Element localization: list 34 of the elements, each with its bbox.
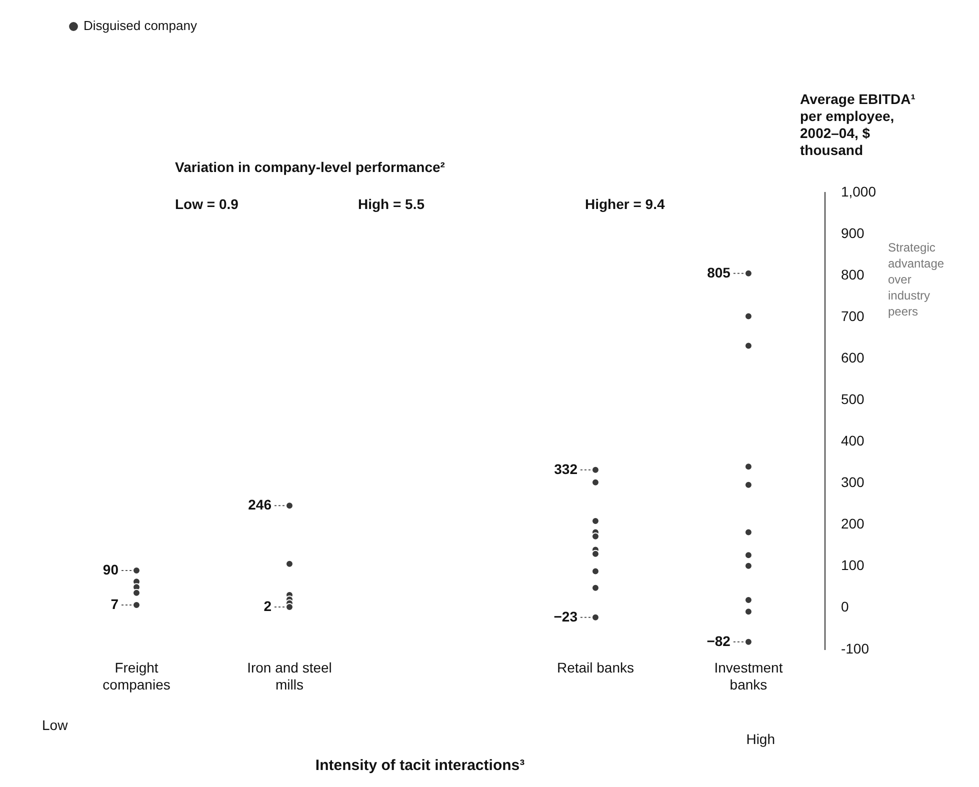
text: Variation in company-level performance²: [175, 158, 446, 175]
data-label: 246: [248, 496, 272, 513]
y-tick-label: 500: [840, 390, 865, 407]
y-axis-title: Average EBITDA¹ per employee, 2002–04, $ thousand: [800, 90, 916, 158]
text: Strategic advantage over industry peers: [888, 240, 944, 318]
y-tick-label: 600: [840, 349, 865, 366]
data-label: 332: [554, 460, 578, 477]
data-label: 2: [264, 598, 272, 614]
x-tick-label: Retail banks: [556, 660, 634, 676]
x-tick-label: Iron and steel mills: [247, 660, 332, 692]
y-tick-label: 200: [840, 516, 865, 532]
y-tick-label: 300: [840, 474, 865, 490]
annotation: High = 5.5: [358, 196, 425, 212]
y-tick-label: 1,000: [840, 183, 876, 200]
text: Low: [42, 716, 69, 733]
y-tick-label: 400: [840, 432, 865, 449]
data-label: −82: [706, 632, 731, 649]
x-tick-label: Investment banks: [714, 660, 783, 692]
data-label: 7: [110, 596, 119, 612]
text: High: [746, 730, 775, 747]
annotation: Low = 0.9: [175, 196, 239, 212]
x-axis-title: Intensity of tacit interactions³: [315, 757, 525, 774]
data-label: −23: [554, 608, 578, 624]
data-label: 805: [707, 264, 731, 280]
x-tick-label: Freight companies: [102, 660, 170, 692]
y-tick-label: -100: [840, 640, 870, 656]
data-label: 90: [102, 561, 119, 578]
y-tick-label: 900: [840, 224, 865, 241]
y-tick-label: 0: [840, 598, 849, 615]
y-tick-label: 700: [840, 308, 865, 324]
y-tick-label: 800: [840, 266, 865, 282]
annotation: Higher = 9.4: [585, 196, 665, 212]
legend-label: Disguised company: [84, 18, 198, 34]
y-tick-label: 100: [840, 557, 865, 574]
